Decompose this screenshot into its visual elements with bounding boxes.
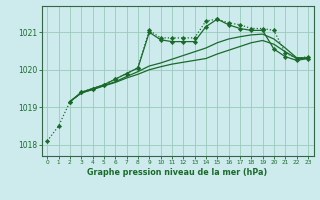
X-axis label: Graphe pression niveau de la mer (hPa): Graphe pression niveau de la mer (hPa) [87,168,268,177]
